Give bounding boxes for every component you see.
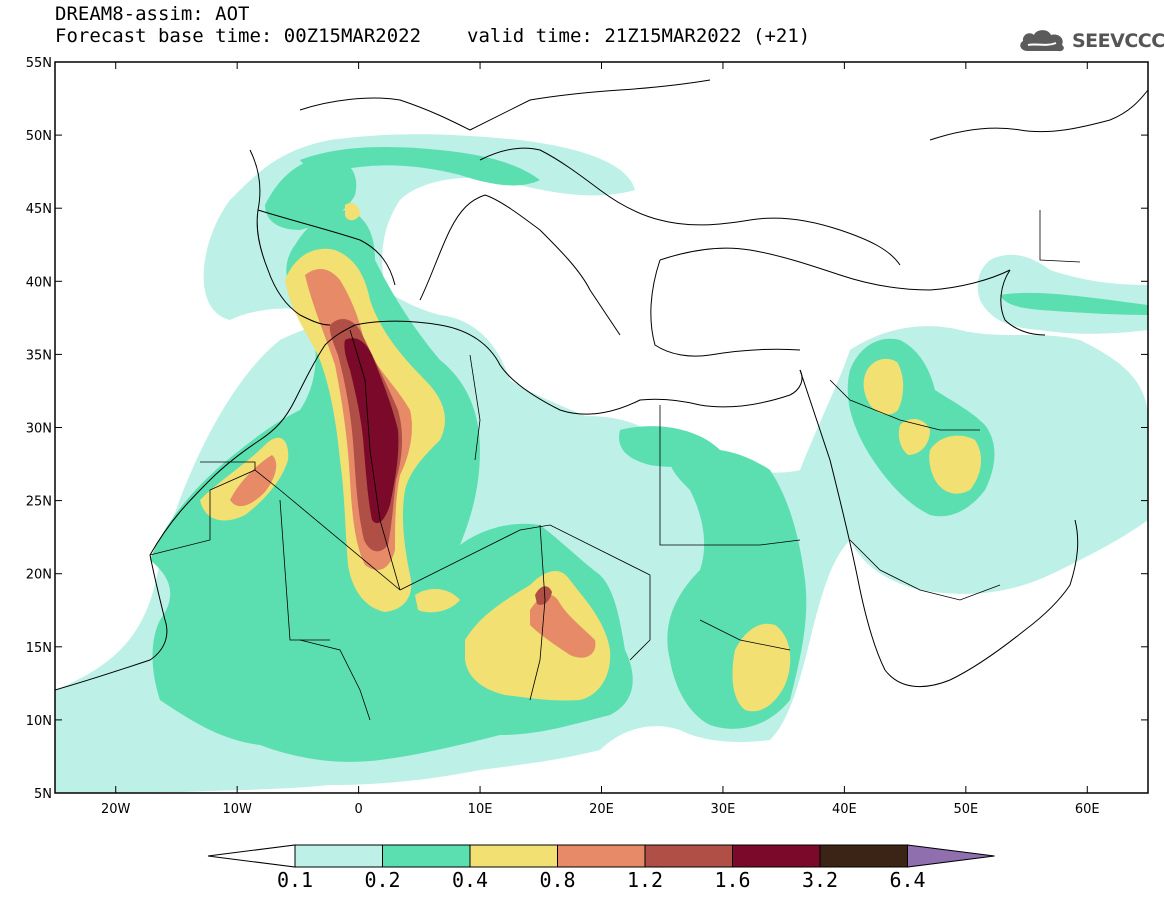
longitude-axis: 20W 10W 0 10E 20E 30E 40E 50E 60E bbox=[101, 62, 1100, 817]
chart-title: DREAM8-assim: AOT bbox=[55, 3, 250, 25]
lat-label: 45N bbox=[26, 202, 52, 217]
lat-label: 15N bbox=[26, 641, 52, 656]
aot-level-1.6 bbox=[344, 338, 399, 524]
lon-label: 30E bbox=[711, 802, 736, 817]
latitude-axis: 55N 50N 45N 40N 35N 30N 25N 20N 15N 10N 5N bbox=[26, 56, 1148, 802]
base-time: Forecast base time: 00Z15MAR2022 bbox=[55, 25, 422, 47]
colorbar-label: 0.8 bbox=[539, 868, 575, 892]
lat-label: 10N bbox=[26, 714, 52, 729]
colorbar-swatch bbox=[382, 844, 471, 868]
colorbar-label: 3.2 bbox=[802, 868, 838, 892]
forecast-times: Forecast base time: 00Z15MAR2022 valid ti… bbox=[55, 26, 810, 46]
cloud-icon bbox=[1020, 30, 1064, 52]
colorbar: 0.1 0.2 0.4 0.8 1.2 1.6 3.2 6.4 bbox=[207, 844, 995, 892]
country-borders bbox=[149, 210, 1081, 721]
colorbar-swatch bbox=[469, 844, 558, 868]
lat-label: 50N bbox=[26, 129, 52, 144]
colorbar-arrow-high bbox=[907, 844, 995, 868]
lon-label: 50E bbox=[953, 802, 978, 817]
lat-label: 35N bbox=[26, 348, 52, 363]
lat-label: 5N bbox=[34, 787, 52, 802]
lon-label: 0 bbox=[354, 802, 362, 817]
lon-label: 10E bbox=[468, 802, 493, 817]
valid-time: valid time: 21Z15MAR2022 (+21) bbox=[467, 25, 811, 47]
colorbar-swatch bbox=[644, 844, 733, 868]
colorbar-label: 0.2 bbox=[364, 868, 400, 892]
logo-text: SEEVCCC bbox=[1072, 30, 1165, 52]
colorbar-label: 6.4 bbox=[889, 868, 925, 892]
colorbar-arrow-low bbox=[207, 844, 296, 868]
coastlines bbox=[55, 79, 1148, 691]
colorbar-label: 1.2 bbox=[627, 868, 663, 892]
lat-label: 30N bbox=[26, 422, 52, 437]
lat-label: 55N bbox=[26, 56, 52, 71]
seevccc-logo: SEEVCCC bbox=[1016, 24, 1165, 58]
colorbar-label: 0.4 bbox=[452, 868, 488, 892]
colorbar-swatch bbox=[732, 844, 821, 868]
aot-field bbox=[55, 134, 1148, 793]
lon-label: 20E bbox=[589, 802, 614, 817]
colorbar-swatch bbox=[294, 844, 383, 868]
colorbar-swatch bbox=[557, 844, 646, 868]
colorbar-label: 1.6 bbox=[714, 868, 750, 892]
lon-label: 60E bbox=[1075, 802, 1100, 817]
lon-label: 10W bbox=[222, 802, 252, 817]
lon-label: 40E bbox=[832, 802, 857, 817]
colorbar-label: 0.1 bbox=[277, 868, 313, 892]
colorbar-swatch bbox=[819, 844, 908, 868]
lat-label: 40N bbox=[26, 275, 52, 290]
lat-label: 25N bbox=[26, 495, 52, 510]
lat-label: 20N bbox=[26, 568, 52, 583]
lon-label: 20W bbox=[101, 802, 131, 817]
